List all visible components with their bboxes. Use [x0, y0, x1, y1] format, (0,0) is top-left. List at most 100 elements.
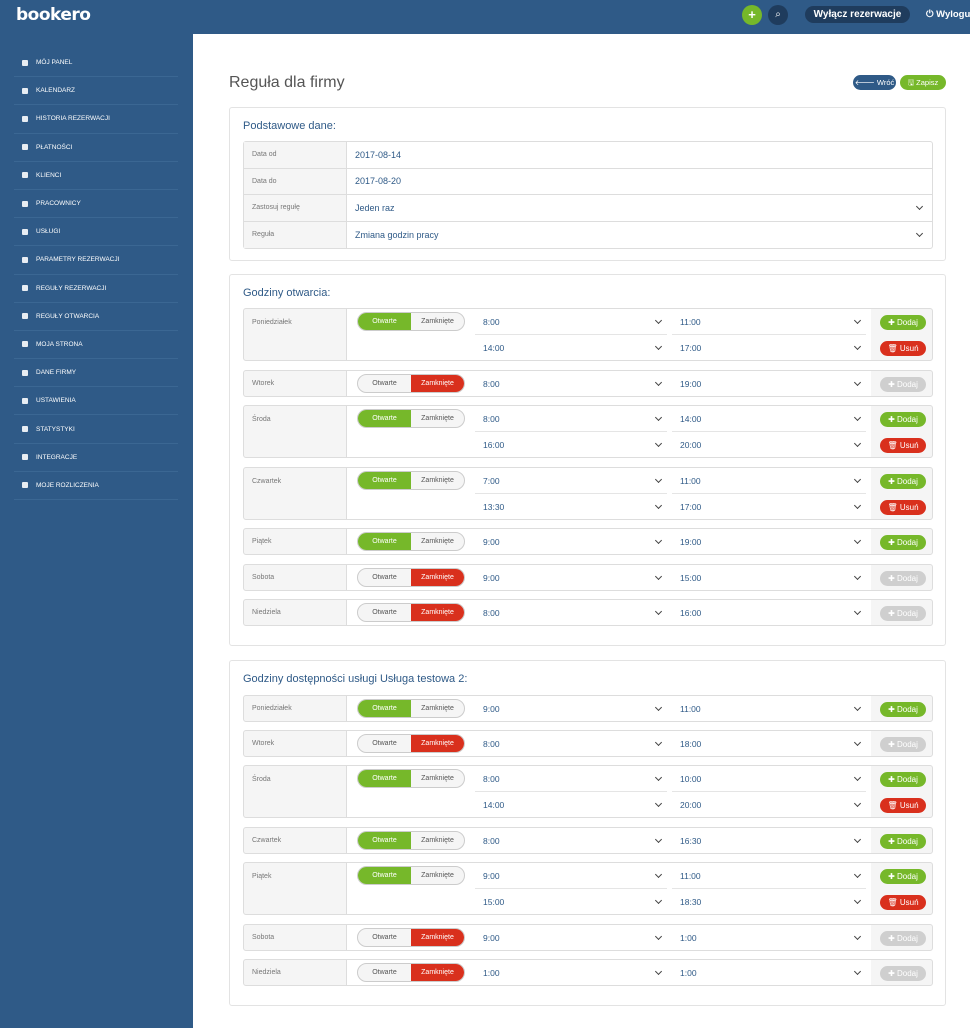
start-time-select[interactable]: 14:00	[475, 792, 667, 818]
add-slot-button[interactable]: ✚ Dodaj	[880, 869, 926, 884]
open-closed-toggle[interactable]: Otwarte Zamknięte	[357, 866, 465, 885]
open-closed-toggle[interactable]: Otwarte Zamknięte	[357, 769, 465, 788]
end-time-select[interactable]: 1:00	[672, 960, 866, 986]
remove-slot-button[interactable]: 🗑 Usuń	[880, 798, 926, 813]
open-closed-toggle[interactable]: Otwarte Zamknięte	[357, 532, 465, 551]
end-time-select[interactable]: 11:00	[672, 863, 866, 889]
start-time-select[interactable]: 14:00	[475, 335, 667, 361]
sidebar-item-statystyki[interactable]: STATYSTYKI	[14, 415, 178, 444]
end-time-select[interactable]: 19:00	[672, 529, 866, 555]
sidebar-item-dane-firmy[interactable]: DANE FIRMY	[14, 359, 178, 388]
start-time-select[interactable]: 9:00	[475, 696, 667, 722]
end-time-select[interactable]: 11:00	[672, 309, 866, 335]
end-time-select[interactable]: 20:00	[672, 432, 866, 458]
end-time-select[interactable]: 14:00	[672, 406, 866, 432]
open-option[interactable]: Otwarte	[358, 533, 411, 550]
open-option[interactable]: Otwarte	[358, 472, 411, 489]
end-time-select[interactable]: 1:00	[672, 925, 866, 951]
remove-slot-button[interactable]: 🗑 Usuń	[880, 500, 926, 515]
start-time-select[interactable]: 8:00	[475, 371, 667, 397]
open-option[interactable]: Otwarte	[358, 867, 411, 884]
closed-option[interactable]: Zamknięte	[421, 318, 454, 325]
sidebar-item-klienci[interactable]: KLIENCI	[14, 162, 178, 190]
start-time-select[interactable]: 9:00	[475, 925, 667, 951]
start-time-select[interactable]: 9:00	[475, 863, 667, 889]
add-slot-button[interactable]: ✚ Dodaj	[880, 702, 926, 717]
sidebar-item-kalendarz[interactable]: KALENDARZ	[14, 77, 178, 106]
add-slot-button[interactable]: ✚ Dodaj	[880, 474, 926, 489]
start-time-select[interactable]: 8:00	[475, 731, 667, 757]
start-time-select[interactable]: 9:00	[475, 565, 667, 591]
start-time-select[interactable]: 7:00	[475, 468, 667, 494]
open-option[interactable]: Otwarte	[372, 740, 397, 747]
date-to-input[interactable]: 2017-08-20	[355, 176, 402, 187]
start-time-select[interactable]: 8:00	[475, 766, 667, 792]
closed-option[interactable]: Zamknięte	[421, 872, 454, 879]
search-icon[interactable]: ⌕	[768, 5, 788, 25]
add-button[interactable]: +	[742, 5, 762, 25]
start-time-select[interactable]: 9:00	[475, 529, 667, 555]
open-option[interactable]: Otwarte	[358, 832, 411, 849]
back-button[interactable]: 🡐 Wróć	[853, 75, 896, 90]
open-option[interactable]: Otwarte	[372, 574, 397, 581]
end-time-select[interactable]: 20:00	[672, 792, 866, 818]
end-time-select[interactable]: 11:00	[672, 696, 866, 722]
open-closed-toggle[interactable]: Otwarte Zamknięte	[357, 963, 465, 982]
save-button[interactable]: 🖫 Zapisz	[900, 75, 946, 90]
closed-option[interactable]: Zamknięte	[411, 604, 464, 621]
open-closed-toggle[interactable]: Otwarte Zamknięte	[357, 603, 465, 622]
closed-option[interactable]: Zamknięte	[421, 775, 454, 782]
bookero-logo[interactable]: bookero	[16, 5, 91, 25]
end-time-select[interactable]: 10:00	[672, 766, 866, 792]
remove-slot-button[interactable]: 🗑 Usuń	[880, 438, 926, 453]
open-option[interactable]: Otwarte	[372, 969, 397, 976]
open-closed-toggle[interactable]: Otwarte Zamknięte	[357, 568, 465, 587]
sidebar-item-historia-rezerwacji[interactable]: HISTORIA REZERWACJI	[14, 105, 178, 134]
rule-select[interactable]: Zmiana godzin pracy	[347, 222, 932, 249]
remove-slot-button[interactable]: 🗑 Usuń	[880, 895, 926, 910]
closed-option[interactable]: Zamknięte	[421, 415, 454, 422]
open-option[interactable]: Otwarte	[358, 770, 411, 787]
end-time-select[interactable]: 11:00	[672, 468, 866, 494]
closed-option[interactable]: Zamknięte	[421, 538, 454, 545]
sidebar-item-reguły-otwarcia[interactable]: REGUŁY OTWARCIA	[14, 303, 178, 331]
sidebar-item-mój-panel[interactable]: MÓJ PANEL	[14, 49, 178, 78]
sidebar-item-integracje[interactable]: INTEGRACJE	[14, 444, 178, 472]
logout-button[interactable]: ⏻ Wyloguj	[926, 9, 970, 20]
end-time-select[interactable]: 19:00	[672, 371, 866, 397]
start-time-select[interactable]: 8:00	[475, 406, 667, 432]
sidebar-item-moje-rozliczenia[interactable]: MOJE ROZLICZENIA	[14, 472, 178, 500]
date-from-input[interactable]: 2017-08-14	[355, 149, 402, 160]
start-time-select[interactable]: 13:30	[475, 494, 667, 520]
sidebar-item-pracownicy[interactable]: PRACOWNICY	[14, 190, 178, 219]
closed-option[interactable]: Zamknięte	[421, 705, 454, 712]
add-slot-button[interactable]: ✚ Dodaj	[880, 834, 926, 849]
open-option[interactable]: Otwarte	[372, 380, 397, 387]
sidebar-item-parametry-rezerwacji[interactable]: PARAMETRY REZERWACJI	[14, 246, 178, 275]
end-time-select[interactable]: 18:00	[672, 731, 866, 757]
add-slot-button[interactable]: ✚ Dodaj	[880, 412, 926, 427]
open-closed-toggle[interactable]: Otwarte Zamknięte	[357, 831, 465, 850]
closed-option[interactable]: Zamknięte	[421, 477, 454, 484]
open-closed-toggle[interactable]: Otwarte Zamknięte	[357, 471, 465, 490]
open-option[interactable]: Otwarte	[358, 313, 411, 330]
apply-rule-select[interactable]: Jeden raz	[347, 195, 932, 221]
closed-option[interactable]: Zamknięte	[411, 929, 464, 946]
add-slot-button[interactable]: ✚ Dodaj	[880, 535, 926, 550]
open-closed-toggle[interactable]: Otwarte Zamknięte	[357, 699, 465, 718]
end-time-select[interactable]: 18:30	[672, 889, 866, 915]
closed-option[interactable]: Zamknięte	[411, 569, 464, 586]
open-closed-toggle[interactable]: Otwarte Zamknięte	[357, 409, 465, 428]
end-time-select[interactable]: 15:00	[672, 565, 866, 591]
end-time-select[interactable]: 16:30	[672, 828, 866, 854]
end-time-select[interactable]: 17:00	[672, 335, 866, 361]
sidebar-item-ustawienia[interactable]: USTAWIENIA	[14, 387, 178, 416]
open-closed-toggle[interactable]: Otwarte Zamknięte	[357, 734, 465, 753]
start-time-select[interactable]: 15:00	[475, 889, 667, 915]
sidebar-item-moja-strona[interactable]: MOJA STRONA	[14, 331, 178, 360]
start-time-select[interactable]: 8:00	[475, 828, 667, 854]
start-time-select[interactable]: 16:00	[475, 432, 667, 458]
add-slot-button[interactable]: ✚ Dodaj	[880, 315, 926, 330]
open-closed-toggle[interactable]: Otwarte Zamknięte	[357, 374, 465, 393]
disable-bookings-button[interactable]: Wyłącz rezerwacje	[805, 6, 910, 23]
